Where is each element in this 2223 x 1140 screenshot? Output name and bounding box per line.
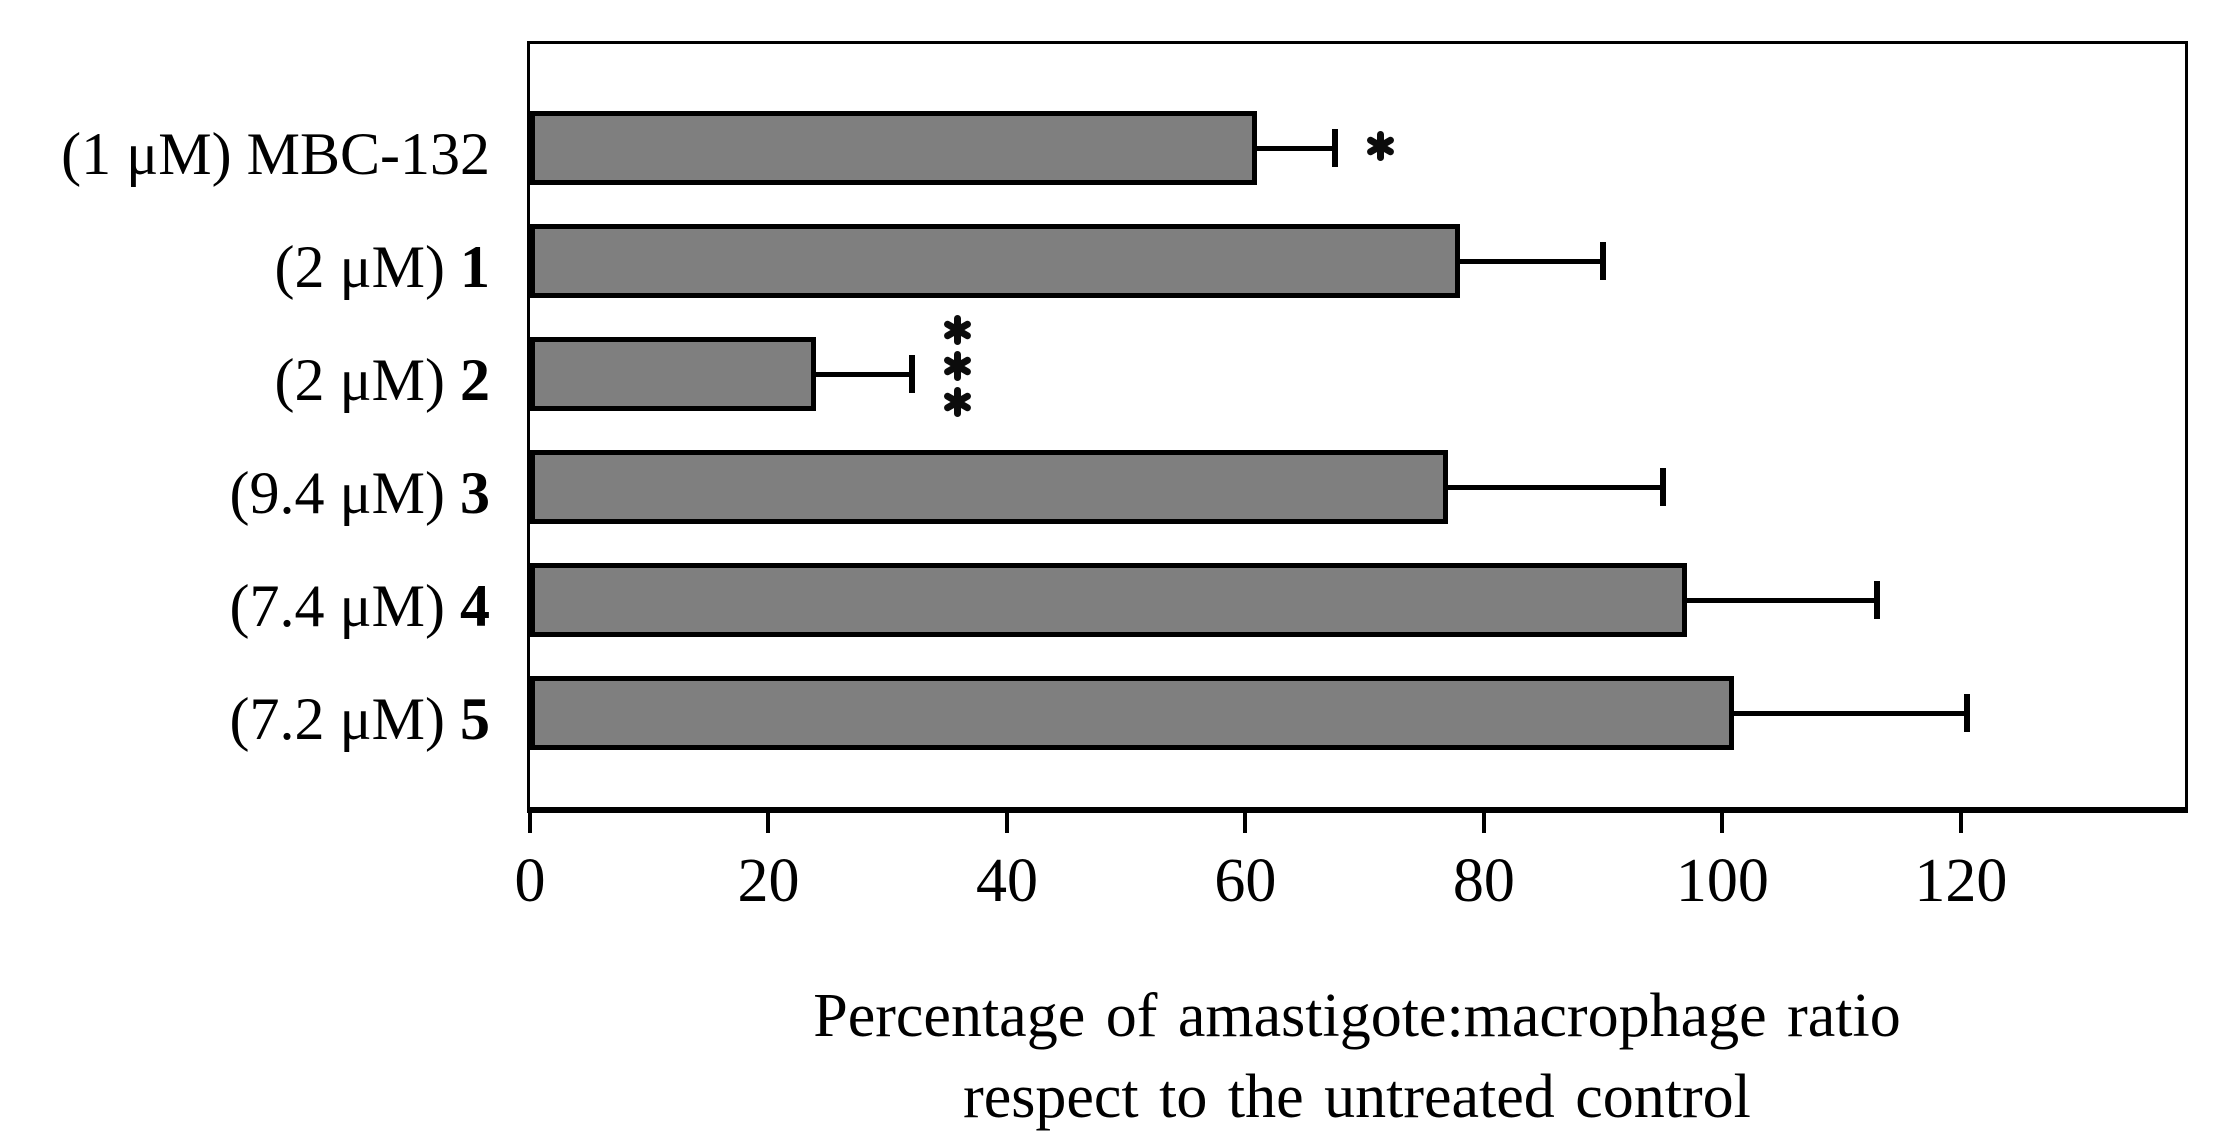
bar bbox=[530, 450, 1449, 524]
x-axis-tick-label: 20 bbox=[737, 847, 800, 915]
x-axis-tick-label: 80 bbox=[1452, 847, 1515, 915]
category-label: (7.2 μM) 5 bbox=[0, 680, 490, 758]
category-concentration: (7.2 μM) bbox=[229, 686, 460, 752]
bar bbox=[530, 337, 817, 411]
category-compound: 5 bbox=[460, 686, 490, 752]
x-axis-tick bbox=[1004, 813, 1009, 833]
bar bbox=[530, 563, 1687, 637]
significance-asterisk-icon bbox=[1366, 131, 1396, 161]
category-concentration: (2 μM) bbox=[274, 347, 460, 413]
x-axis-tick-label: 40 bbox=[975, 847, 1038, 915]
error-bar-cap bbox=[1600, 242, 1607, 280]
x-axis-title-line-1: Percentage of amastigote:macrophage rati… bbox=[813, 982, 1901, 1050]
bar bbox=[530, 111, 1258, 185]
category-label: (2 μM) 1 bbox=[0, 228, 490, 306]
error-bar-cap bbox=[1963, 694, 1970, 732]
category-compound: MBC-132 bbox=[246, 121, 490, 187]
x-axis-tick-label: 60 bbox=[1214, 847, 1277, 915]
category-concentration: (7.4 μM) bbox=[229, 573, 460, 639]
category-label: (1 μM) MBC-132 bbox=[0, 115, 490, 193]
x-axis-title: Percentage of amastigote:macrophage rati… bbox=[529, 976, 2185, 1138]
x-axis-tick bbox=[1958, 813, 1963, 833]
error-bar bbox=[1734, 711, 1967, 716]
x-axis-title-line-2: respect to the untreated control bbox=[963, 1063, 1751, 1131]
category-compound: 2 bbox=[460, 347, 490, 413]
error-bar-cap bbox=[1874, 581, 1881, 619]
significance-asterisk-icon bbox=[942, 387, 973, 417]
x-axis-tick-label: 120 bbox=[1914, 847, 2008, 915]
category-concentration: (1 μM) bbox=[61, 121, 247, 187]
error-bar-cap bbox=[1331, 129, 1338, 167]
significance-asterisk-icon bbox=[942, 351, 973, 381]
category-compound: 4 bbox=[460, 573, 490, 639]
category-label: (9.4 μM) 3 bbox=[0, 454, 490, 532]
x-axis-tick bbox=[1243, 813, 1248, 833]
category-concentration: (2 μM) bbox=[274, 234, 460, 300]
error-bar bbox=[1686, 598, 1878, 603]
bar bbox=[530, 676, 1735, 750]
error-bar-cap bbox=[1659, 468, 1666, 506]
x-axis-tick bbox=[1481, 813, 1486, 833]
significance-asterisk-icon bbox=[942, 315, 973, 345]
category-concentration: (9.4 μM) bbox=[229, 460, 460, 526]
category-compound: 3 bbox=[460, 460, 490, 526]
x-axis-tick-label: 100 bbox=[1675, 847, 1769, 915]
error-bar bbox=[1257, 146, 1335, 151]
error-bar bbox=[816, 372, 912, 377]
x-axis-tick-label: 0 bbox=[514, 847, 546, 915]
category-label: (2 μM) 2 bbox=[0, 341, 490, 419]
category-label: (7.4 μM) 4 bbox=[0, 567, 490, 645]
x-axis-tick bbox=[1720, 813, 1725, 833]
x-axis-tick bbox=[766, 813, 771, 833]
bar bbox=[530, 224, 1461, 298]
error-bar-cap bbox=[908, 355, 915, 393]
error-bar bbox=[1448, 485, 1663, 490]
x-axis-tick bbox=[528, 813, 532, 833]
category-compound: 1 bbox=[460, 234, 490, 300]
error-bar bbox=[1460, 259, 1604, 264]
